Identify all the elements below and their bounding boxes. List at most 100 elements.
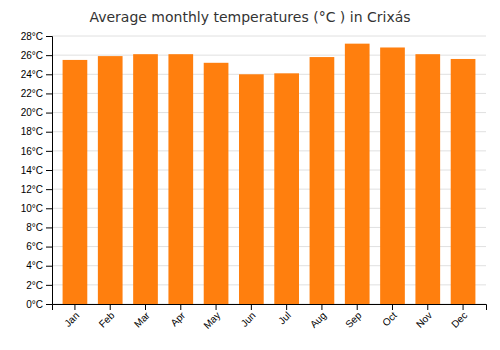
bar — [168, 54, 193, 304]
y-tick-label: 20°C — [21, 107, 43, 118]
x-tick-label: Apr — [168, 309, 187, 328]
bar — [451, 59, 476, 304]
y-tick: 10°C — [21, 203, 52, 214]
x-tick-label: Nov — [414, 310, 434, 330]
y-tick-label: 14°C — [21, 165, 43, 176]
x-tick: Dec — [449, 304, 469, 330]
bar — [204, 63, 229, 304]
bar — [310, 57, 335, 304]
x-axis: Jan Feb Mar Apr May Jun Jul Aug Sep Oct Nov Dec — [53, 304, 487, 331]
x-tick-mark — [427, 304, 428, 310]
x-tick-mark — [357, 304, 358, 310]
y-tick-label: 24°C — [21, 69, 43, 80]
y-tick: 14°C — [21, 165, 52, 176]
x-tick: Mar — [132, 304, 152, 330]
x-tick-mark — [321, 304, 322, 310]
y-tick: 4°C — [26, 260, 52, 271]
x-tick-label: Dec — [449, 310, 469, 330]
y-tick-mark — [46, 151, 52, 152]
x-tick-mark — [463, 304, 464, 310]
y-tick: 8°C — [26, 222, 52, 233]
x-axis-line — [53, 305, 487, 311]
y-tick: 12°C — [21, 184, 52, 195]
x-tick-label: Oct — [380, 310, 399, 329]
bar — [63, 60, 88, 304]
plot: 0°C 2°C 4°C 6°C 8°C 10°C 12°C 14°C 16°C 18°C 20°C 2… — [21, 31, 487, 331]
y-tick-label: 10°C — [21, 203, 43, 214]
x-tick-mark — [286, 304, 287, 310]
y-tick-label: 8°C — [26, 222, 43, 233]
y-tick-mark — [46, 36, 52, 37]
y-tick: 28°C — [21, 31, 52, 42]
bar — [274, 73, 299, 304]
y-tick: 20°C — [21, 107, 52, 118]
bars — [63, 44, 476, 304]
x-tick-label: Jan — [62, 310, 81, 329]
bar — [98, 56, 123, 304]
x-tick: Jul — [276, 304, 293, 326]
x-tick-label: Mar — [132, 309, 152, 329]
x-tick-label: Jul — [276, 310, 293, 327]
y-tick-label: 22°C — [21, 88, 43, 99]
y-tick-mark — [46, 266, 52, 267]
bar — [415, 54, 440, 304]
y-tick-label: 4°C — [26, 260, 43, 271]
x-tick-mark — [110, 304, 111, 310]
y-tick-mark — [46, 247, 52, 248]
grid-line — [52, 36, 486, 37]
y-tick-mark — [46, 227, 52, 228]
x-tick: Aug — [308, 304, 328, 330]
bar — [380, 47, 405, 304]
x-tick-label: Sep — [343, 309, 364, 330]
x-tick-mark — [216, 304, 217, 310]
y-tick: 0°C — [26, 299, 52, 310]
y-tick-label: 18°C — [21, 126, 43, 137]
y-tick-label: 12°C — [21, 184, 43, 195]
y-tick-mark — [46, 285, 52, 286]
y-tick-mark — [46, 55, 52, 56]
y-tick-label: 16°C — [21, 146, 43, 157]
x-tick: Jan — [62, 304, 81, 329]
x-tick: Feb — [97, 304, 117, 330]
y-tick-mark — [46, 74, 52, 75]
y-tick: 24°C — [21, 69, 52, 80]
y-tick: 26°C — [21, 50, 52, 61]
y-tick-mark — [46, 304, 52, 305]
x-tick-label: Feb — [97, 309, 117, 329]
x-tick: Nov — [414, 304, 434, 330]
y-tick-label: 2°C — [26, 280, 43, 291]
x-tick: Oct — [380, 304, 399, 328]
x-tick-label: Aug — [308, 310, 328, 330]
x-tick: Sep — [343, 304, 364, 330]
bar — [345, 44, 370, 304]
y-tick: 18°C — [21, 126, 52, 137]
y-tick: 16°C — [21, 146, 52, 157]
y-tick: 6°C — [26, 241, 52, 252]
grid — [52, 36, 486, 304]
bar — [133, 54, 158, 304]
y-tick-mark — [46, 113, 52, 114]
y-tick-label: 26°C — [21, 50, 43, 61]
y-tick: 22°C — [21, 88, 52, 99]
x-tick: Apr — [168, 304, 187, 328]
y-tick-mark — [46, 189, 52, 190]
x-tick-mark — [180, 304, 181, 310]
x-tick-label: Jun — [239, 310, 258, 329]
y-tick-mark — [46, 170, 52, 171]
y-tick-mark — [46, 132, 52, 133]
chart: Average monthly temperatures (°C ) in Cr… — [0, 0, 500, 350]
x-tick-mark — [74, 304, 75, 310]
y-axis-line — [46, 37, 53, 305]
x-tick-mark — [145, 304, 146, 310]
x-tick: May — [201, 304, 222, 331]
y-tick: 2°C — [26, 280, 52, 291]
y-tick-label: 6°C — [26, 241, 43, 252]
y-tick-label: 28°C — [21, 31, 43, 42]
x-tick-label: May — [201, 310, 222, 331]
y-axis: 0°C 2°C 4°C 6°C 8°C 10°C 12°C 14°C 16°C 18°C 20°C 2… — [21, 31, 53, 310]
x-tick: Jun — [239, 304, 258, 329]
y-tick-mark — [46, 208, 52, 209]
x-tick-mark — [251, 304, 252, 310]
y-tick-label: 0°C — [26, 299, 43, 310]
title: Average monthly temperatures (°C ) in Cr… — [89, 9, 410, 25]
